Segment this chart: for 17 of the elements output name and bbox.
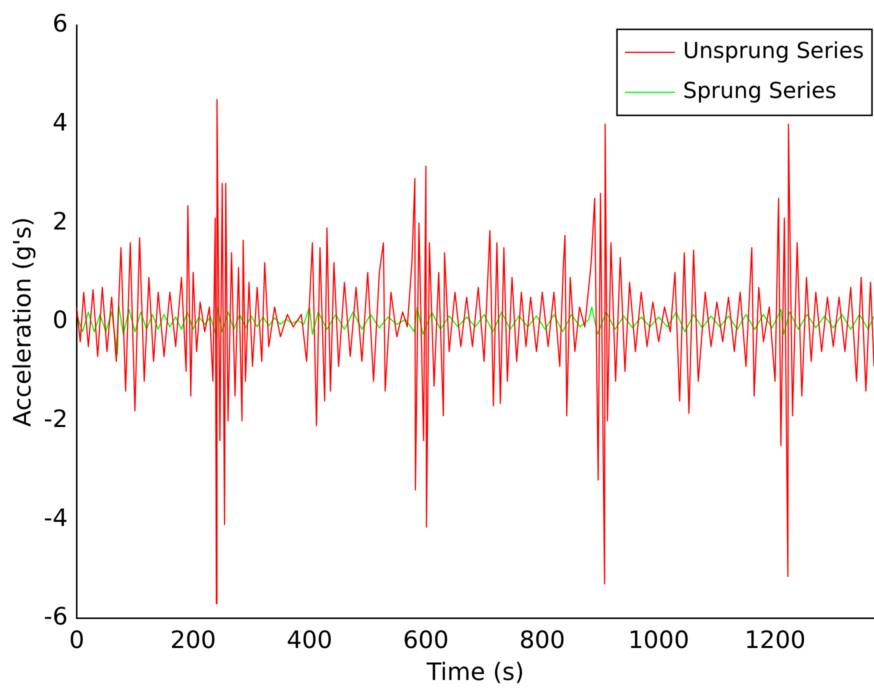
x-tick-label: 800 xyxy=(519,626,566,654)
y-tick-label: 6 xyxy=(52,10,68,38)
y-tick-label: 2 xyxy=(52,207,68,236)
x-axis-title: Time (s) xyxy=(426,658,524,686)
x-tick-label: 600 xyxy=(402,626,449,654)
legend-label: Unsprung Series xyxy=(682,39,864,64)
y-tick-label: -4 xyxy=(44,504,68,532)
x-tick-label: 1000 xyxy=(628,626,690,654)
y-tick-label: -2 xyxy=(44,404,68,433)
y-tick-label: 4 xyxy=(52,108,68,136)
y-tick-label: 0 xyxy=(52,306,68,334)
x-tick-label: 200 xyxy=(170,626,216,654)
y-axis-title: Acceleration (g's) xyxy=(8,216,37,427)
x-tick-label: 400 xyxy=(286,626,332,654)
x-tick-label: 1200 xyxy=(744,626,806,654)
legend-label: Sprung Series xyxy=(682,79,836,104)
y-tick-label: -6 xyxy=(44,602,68,631)
